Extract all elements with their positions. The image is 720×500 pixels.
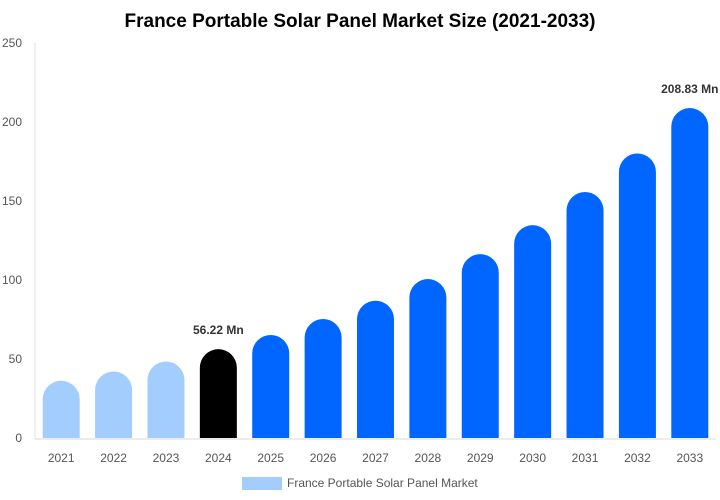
legend-label: France Portable Solar Panel Market bbox=[287, 476, 478, 490]
bar-2031 bbox=[566, 192, 604, 438]
bar-2032 bbox=[618, 153, 656, 438]
bar-2030 bbox=[514, 225, 552, 438]
bar-2022 bbox=[95, 371, 133, 438]
x-tick-label: 2021 bbox=[48, 451, 75, 465]
x-tick-label: 2025 bbox=[257, 451, 284, 465]
y-tick-label: 50 bbox=[9, 352, 23, 366]
y-tick-label: 250 bbox=[2, 36, 22, 50]
y-tick-label: 100 bbox=[2, 273, 22, 287]
y-tick-label: 150 bbox=[2, 194, 22, 208]
x-tick-label: 2029 bbox=[467, 451, 494, 465]
data-label: 56.22 Mn bbox=[193, 323, 244, 337]
bar-2033 bbox=[671, 108, 709, 438]
bar-2027 bbox=[357, 300, 394, 438]
legend-swatch bbox=[242, 477, 282, 490]
x-tick-label: 2030 bbox=[519, 451, 546, 465]
x-tick-label: 2031 bbox=[572, 451, 599, 465]
x-tick-label: 2024 bbox=[205, 451, 232, 465]
chart-title: France Portable Solar Panel Market Size … bbox=[125, 11, 596, 32]
x-tick-label: 2022 bbox=[100, 451, 127, 465]
data-label: 208.83 Mn bbox=[661, 82, 718, 96]
x-tick-label: 2026 bbox=[310, 451, 337, 465]
y-tick-label: 0 bbox=[15, 431, 22, 445]
x-tick-label: 2028 bbox=[415, 451, 442, 465]
bar-2029 bbox=[461, 254, 499, 438]
bar-2023 bbox=[147, 361, 185, 438]
bar-2025 bbox=[252, 334, 290, 438]
bar-2028 bbox=[409, 279, 447, 438]
y-tick-label: 200 bbox=[2, 115, 22, 129]
bar-2024 bbox=[199, 349, 237, 438]
x-tick-label: 2032 bbox=[624, 451, 651, 465]
bar-2026 bbox=[304, 319, 342, 438]
x-tick-label: 2023 bbox=[153, 451, 180, 465]
x-tick-label: 2027 bbox=[362, 451, 389, 465]
bar-2021 bbox=[42, 380, 80, 438]
x-tick-label: 2033 bbox=[676, 451, 703, 465]
